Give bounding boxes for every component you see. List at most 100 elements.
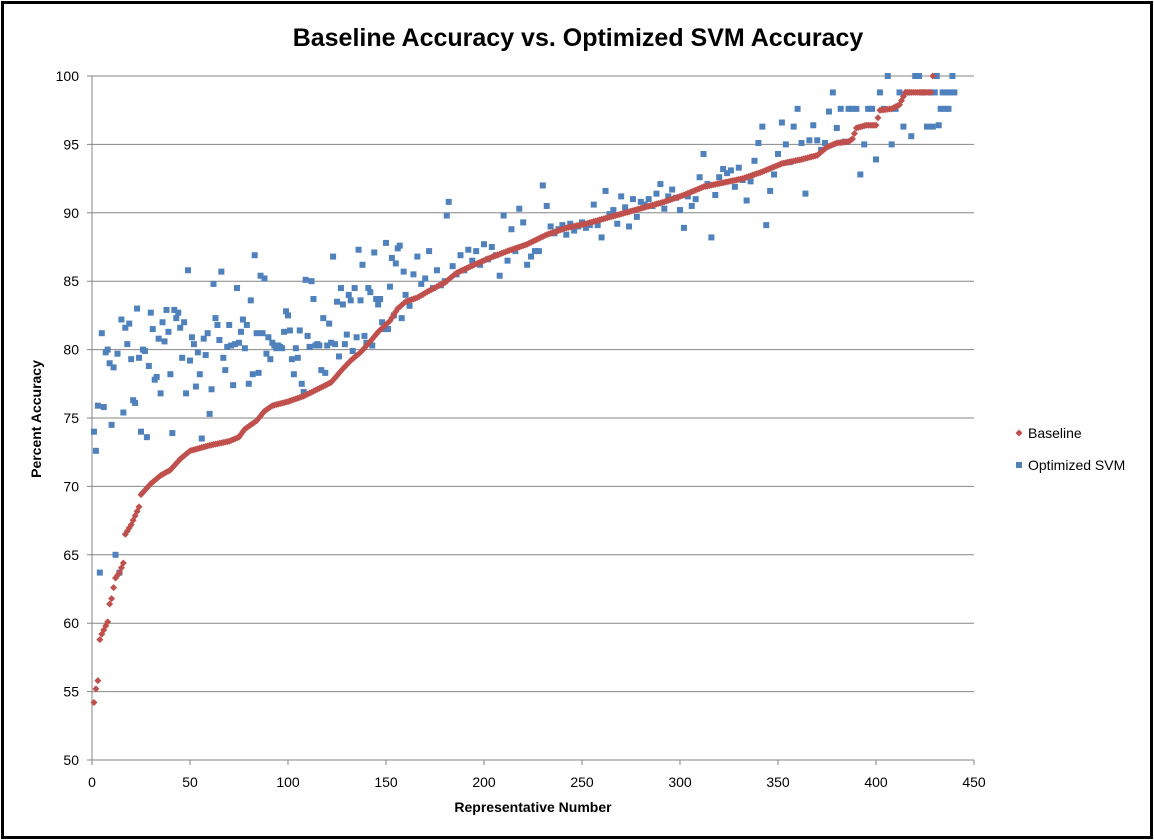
svm-point bbox=[128, 356, 135, 363]
svm-point bbox=[138, 428, 144, 435]
svm-point bbox=[653, 190, 660, 197]
svm-point bbox=[669, 186, 676, 193]
svm-point bbox=[645, 196, 652, 203]
svm-point bbox=[900, 123, 907, 130]
svm-point bbox=[469, 257, 476, 264]
svm-point bbox=[177, 324, 184, 331]
svm-point bbox=[169, 430, 176, 437]
svm-point bbox=[173, 315, 180, 322]
svm-point bbox=[755, 140, 762, 147]
svm-point bbox=[535, 248, 542, 255]
svm-point bbox=[345, 291, 352, 298]
svm-point bbox=[192, 383, 199, 390]
svm-point bbox=[929, 123, 936, 130]
baseline-point bbox=[848, 135, 856, 143]
svm-point bbox=[696, 174, 703, 181]
svm-point bbox=[806, 137, 813, 144]
svm-point bbox=[598, 234, 605, 241]
x-tick-label: 150 bbox=[374, 774, 398, 790]
svm-point bbox=[923, 123, 930, 130]
svm-point bbox=[531, 248, 538, 255]
svm-point bbox=[141, 347, 148, 354]
svm-point bbox=[214, 321, 221, 328]
svm-point bbox=[720, 166, 727, 173]
svm-point bbox=[343, 331, 350, 338]
svm-point bbox=[857, 171, 864, 178]
y-tick-label: 75 bbox=[63, 410, 79, 426]
svm-point bbox=[155, 335, 162, 342]
svm-point bbox=[610, 207, 617, 214]
plot-axes bbox=[87, 75, 975, 765]
svm-point bbox=[822, 140, 829, 147]
x-tick-label: 200 bbox=[472, 774, 496, 790]
svm-point bbox=[945, 105, 952, 112]
svm-point bbox=[373, 295, 380, 302]
svm-point bbox=[212, 315, 219, 322]
svm-point bbox=[185, 267, 192, 274]
svm-point bbox=[110, 364, 117, 371]
svm-point bbox=[392, 260, 399, 267]
svm-point bbox=[716, 174, 723, 181]
svm-point bbox=[916, 73, 923, 79]
svm-point bbox=[869, 105, 876, 112]
svm-point bbox=[351, 285, 358, 292]
svm-point bbox=[563, 231, 570, 238]
svm-point bbox=[308, 278, 315, 285]
svm-point bbox=[365, 285, 372, 292]
svm-point bbox=[145, 363, 152, 370]
svm-point bbox=[571, 227, 578, 234]
scatter-chart: Baseline Accuracy vs. Optimized SVM Accu… bbox=[28, 24, 1125, 815]
svm-point bbox=[261, 275, 268, 282]
svm-point bbox=[134, 305, 141, 312]
svm-point bbox=[296, 327, 303, 334]
svm-point bbox=[520, 219, 527, 226]
svm-point bbox=[943, 89, 950, 96]
svm-point bbox=[265, 334, 272, 341]
svm-point bbox=[257, 272, 264, 279]
y-tick-label: 60 bbox=[63, 615, 79, 631]
svm-point bbox=[559, 222, 566, 229]
svm-point bbox=[369, 342, 376, 349]
svm-point bbox=[782, 141, 789, 148]
svm-point bbox=[504, 257, 511, 264]
svm-point bbox=[237, 328, 244, 335]
svm-point bbox=[386, 283, 393, 290]
svm-point bbox=[888, 141, 895, 148]
svm-point bbox=[637, 198, 644, 205]
baseline-point bbox=[253, 417, 261, 425]
svm-point bbox=[912, 73, 919, 79]
svm-point bbox=[292, 345, 299, 352]
svm-point bbox=[488, 244, 495, 250]
svm-point bbox=[294, 354, 301, 361]
svm-point bbox=[951, 89, 958, 96]
svm-point bbox=[896, 89, 903, 96]
svm-point bbox=[204, 330, 211, 337]
chart-title: Baseline Accuracy vs. Optimized SVM Accu… bbox=[293, 24, 864, 52]
svm-point bbox=[181, 319, 188, 326]
svm-point bbox=[547, 223, 554, 230]
svm-point bbox=[183, 390, 190, 397]
svm-point bbox=[935, 122, 942, 129]
svm-point bbox=[790, 123, 797, 130]
svm-point bbox=[316, 342, 323, 349]
baseline-point bbox=[929, 72, 937, 80]
baseline-point bbox=[850, 129, 858, 137]
svm-point bbox=[267, 356, 274, 363]
svm-point bbox=[136, 354, 143, 361]
svm-point bbox=[288, 356, 295, 363]
svm-point bbox=[465, 246, 472, 253]
svm-point bbox=[798, 140, 805, 147]
svm-point bbox=[157, 390, 164, 397]
svm-point bbox=[179, 354, 186, 361]
baseline-point bbox=[106, 600, 114, 608]
baseline-point bbox=[90, 699, 98, 707]
svm-point bbox=[594, 222, 601, 229]
svm-point bbox=[355, 246, 362, 253]
svm-point bbox=[222, 367, 229, 374]
svm-point bbox=[90, 428, 97, 435]
svm-point bbox=[692, 196, 699, 203]
svm-point bbox=[449, 263, 456, 270]
svm-point bbox=[167, 371, 174, 378]
svm-point bbox=[347, 297, 354, 304]
svm-point bbox=[98, 330, 105, 337]
